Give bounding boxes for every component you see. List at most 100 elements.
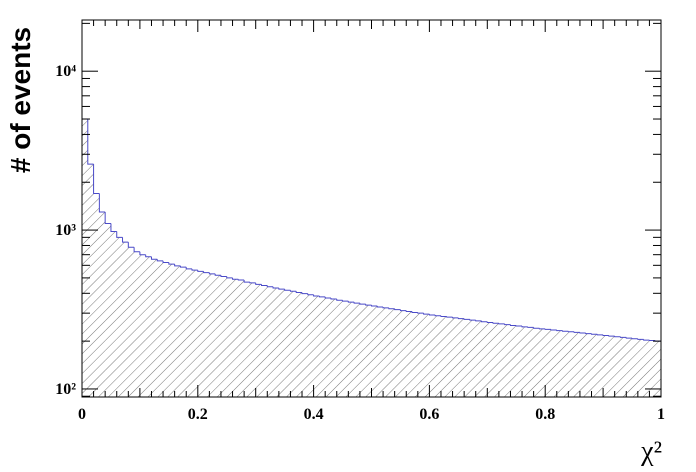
bar [82,119,88,397]
bar-outline [313,294,320,297]
bar [383,307,389,397]
bar-outline [399,309,407,312]
bar [562,331,569,397]
bar-outline [538,328,546,330]
bar [99,211,106,397]
bar-outline [301,292,308,295]
bar [359,304,366,397]
bar-outline [585,333,592,335]
bar [325,297,331,397]
bar-outline [359,303,366,305]
bar-outline [394,308,401,311]
bar-outline [602,334,609,337]
bar-outline [272,286,279,289]
bar-outline [625,337,633,339]
bar [493,323,499,397]
bar [579,333,586,397]
bar [446,317,453,397]
bar-outline [232,277,239,280]
bar-outline [434,315,441,317]
bar [597,334,604,397]
bar [510,325,517,397]
bar [614,336,621,397]
bar [568,331,575,397]
bar-outline [463,318,470,320]
bar-outline [371,305,378,307]
bar-outline [347,301,355,303]
bar-outline [104,211,111,224]
bar [203,272,210,397]
bar-outline [573,331,580,333]
bar-outline [133,247,140,253]
bar [197,271,204,397]
bar [87,164,94,397]
bar-outline [220,275,227,278]
bar-outline [608,335,615,337]
bar [574,332,580,397]
bar [226,277,233,397]
bar-outline [289,290,297,292]
x-tick-label: 0.6 [419,406,439,423]
bar-outline [423,313,430,315]
bar [93,193,100,397]
bar-outline [98,193,106,213]
bar [400,310,407,397]
bar-outline [324,296,331,299]
bar-outline [596,334,604,336]
bar-outline [179,265,187,268]
bar [458,318,465,397]
bar [192,270,198,397]
bar [220,276,227,397]
bar [643,340,650,397]
bar-outline [562,330,569,332]
bar-outline [214,273,221,276]
bar-outline [174,264,181,267]
bar-outline [150,256,158,260]
bar [585,333,592,397]
bar [626,338,633,397]
bar-outline [342,300,349,302]
bar [429,315,436,397]
bar [209,273,216,397]
bar-outline [208,272,216,275]
bar [348,302,355,397]
bar [452,317,459,397]
y-tick-label: 10² [55,381,76,398]
bar-outline [255,282,262,285]
bar [591,334,598,397]
bar-outline [417,312,424,314]
bar [307,294,314,397]
bar [319,296,326,397]
bar-outline [428,314,436,316]
bar-outline [591,333,598,335]
bar [128,247,135,397]
bar-outline [457,317,465,320]
bar [637,339,644,397]
bar [539,328,546,397]
bar [139,254,146,397]
bar [469,320,476,397]
bar [394,309,401,397]
bar [371,305,378,397]
bar-outline [486,321,494,323]
bar-outline [388,307,395,310]
bar [122,242,129,397]
bar [290,291,297,397]
bar [261,285,268,397]
bar [116,237,123,397]
bar-outline [249,282,256,284]
bar-outline [145,254,152,258]
bar-outline [266,285,274,288]
bar [522,326,528,397]
bar [516,326,523,397]
bar-outline [440,315,447,317]
bar [157,260,164,397]
bar-outline [139,251,146,256]
bar [110,231,117,397]
bar [168,264,175,397]
bar-outline [550,329,557,331]
bar-outline [197,270,204,272]
bar-outline [307,293,314,296]
bar [186,268,193,397]
bar [481,321,488,397]
